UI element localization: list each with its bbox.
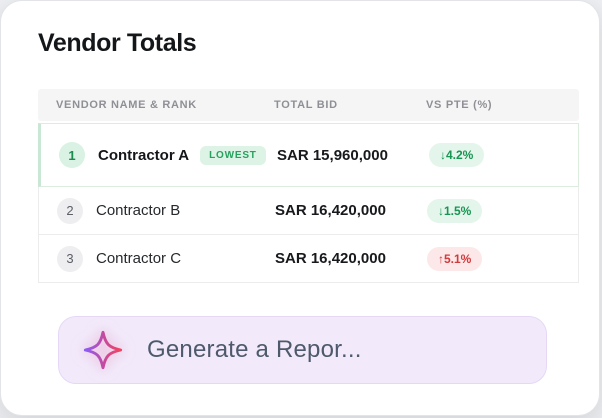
vendor-table: VENDOR NAME & RANK TOTAL BID VS PTE (%) … (38, 89, 579, 283)
vendor-name: Contractor B (96, 202, 181, 219)
column-header-vs-pte: VS PTE (%) (426, 99, 493, 111)
vs-pte-badge: ↓1.5% (427, 198, 483, 223)
vendor-cell: 3 Contractor C (39, 245, 275, 272)
vs-pte-cell: ↑5.1% (427, 246, 578, 271)
vs-pte-cell: ↓4.2% (429, 143, 578, 167)
sparkle-icon (81, 328, 125, 372)
vendor-cell: 1 Contractor A LOWEST (41, 142, 277, 168)
table-row-contractor-b: 2 Contractor B SAR 16,420,000 ↓1.5% (38, 187, 579, 235)
column-header-total-bid: TOTAL BID (274, 99, 338, 111)
generate-report-button[interactable]: Generate a Repor... (58, 316, 547, 384)
vs-pte-badge: ↓4.2% (429, 143, 485, 167)
column-header-vendor: VENDOR NAME & RANK (56, 99, 197, 111)
total-bid-value: SAR 16,420,000 (275, 250, 386, 267)
rank-badge: 3 (57, 245, 83, 272)
table-row-contractor-a: 1 Contractor A LOWEST SAR 15,960,000 ↓4.… (38, 123, 579, 187)
vendor-name: Contractor A (98, 146, 190, 164)
table-row-contractor-c: 3 Contractor C SAR 16,420,000 ↑5.1% (38, 235, 579, 283)
total-bid-value: SAR 15,960,000 (277, 146, 388, 164)
rank-badge: 1 (59, 142, 85, 168)
generate-report-label: Generate a Repor... (147, 336, 362, 363)
vendor-name: Contractor C (96, 250, 182, 267)
table-header-row: VENDOR NAME & RANK TOTAL BID VS PTE (%) (38, 89, 579, 121)
vs-pte-cell: ↓1.5% (427, 198, 578, 223)
vs-pte-badge: ↑5.1% (427, 246, 483, 271)
rank-badge: 2 (57, 197, 83, 224)
total-bid-value: SAR 16,420,000 (275, 202, 386, 219)
lowest-tag: LOWEST (200, 145, 266, 165)
vendor-cell: 2 Contractor B (39, 197, 275, 224)
page-title: Vendor Totals (38, 29, 197, 57)
